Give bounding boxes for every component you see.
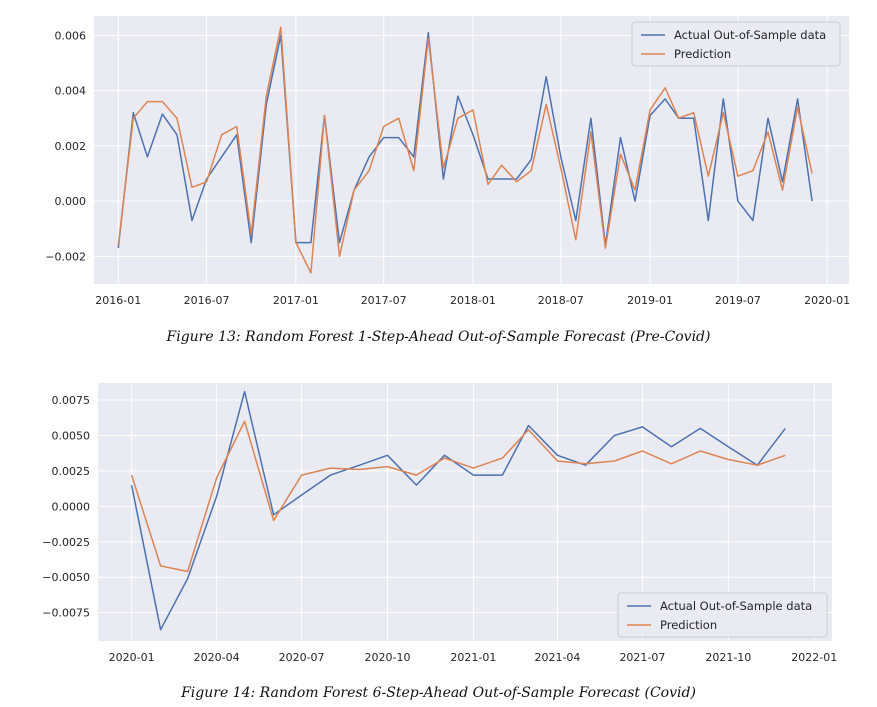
legend-entry: Prediction xyxy=(674,47,731,61)
x-tick-label: 2017-07 xyxy=(361,294,407,307)
y-tick-label: −0.0075 xyxy=(42,607,90,620)
actual-series-line xyxy=(117,31,813,249)
x-tick-label: 2021-01 xyxy=(450,651,496,664)
y-tick-label: 0.004 xyxy=(55,85,87,98)
x-tick-label: 2018-01 xyxy=(450,294,496,307)
y-tick-label: 0.000 xyxy=(55,195,87,208)
chart-2: 2020-01 2020-04 2020-07 2020-10 2021-01 2021-… xyxy=(42,383,837,701)
y-tick-label: 0.0075 xyxy=(52,394,91,407)
y-tick-label: 0.0000 xyxy=(52,500,91,513)
chart-1: 2016-01 2016-07 2017-01 2017-07 2018-01 2018-… xyxy=(45,16,850,345)
x-tick-label: 2019-01 xyxy=(627,294,673,307)
legend-entry: Actual Out-of-Sample data xyxy=(674,28,826,42)
legend-box xyxy=(631,21,841,67)
x-tick-label: 2018-07 xyxy=(538,294,584,307)
prediction-series-line xyxy=(117,26,813,274)
x-tick-label: 2020-07 xyxy=(279,651,325,664)
x-tick-label: 2020-01 xyxy=(804,294,850,307)
y-tick-label: −0.0025 xyxy=(42,536,90,549)
y-tick-label: 0.006 xyxy=(55,29,87,42)
legend-entry: Actual Out-of-Sample data xyxy=(660,599,812,613)
legend-box xyxy=(617,592,828,638)
x-tick-label: 2016-01 xyxy=(95,294,141,307)
x-tick-label: 2020-10 xyxy=(365,651,411,664)
legend: Actual Out-of-Sample data Prediction xyxy=(617,592,828,638)
x-tick-label: 2020-04 xyxy=(194,651,240,664)
x-tick-label: 2021-10 xyxy=(705,651,751,664)
x-tick-label: 2019-07 xyxy=(715,294,761,307)
figure-caption: Figure 13: Random Forest 1-Step-Ahead Ou… xyxy=(166,329,711,345)
figure-caption: Figure 14: Random Forest 6-Step-Ahead Ou… xyxy=(180,685,696,701)
legend: Actual Out-of-Sample data Prediction xyxy=(631,21,841,67)
y-tick-label: 0.0050 xyxy=(52,429,91,442)
y-tick-label: −0.002 xyxy=(45,250,86,263)
actual-series-line xyxy=(130,390,786,631)
x-tick-label: 2022-01 xyxy=(791,651,837,664)
x-tick-label: 2016-07 xyxy=(184,294,230,307)
x-tick-label: 2021-04 xyxy=(534,651,580,664)
legend-entry: Prediction xyxy=(660,618,717,632)
x-tick-label: 2020-01 xyxy=(109,651,155,664)
prediction-series-line xyxy=(130,420,786,573)
y-tick-label: −0.0050 xyxy=(42,571,90,584)
y-tick-label: 0.002 xyxy=(55,140,87,153)
x-tick-label: 2017-01 xyxy=(273,294,319,307)
x-tick-label: 2021-07 xyxy=(619,651,665,664)
y-tick-label: 0.0025 xyxy=(52,465,91,478)
